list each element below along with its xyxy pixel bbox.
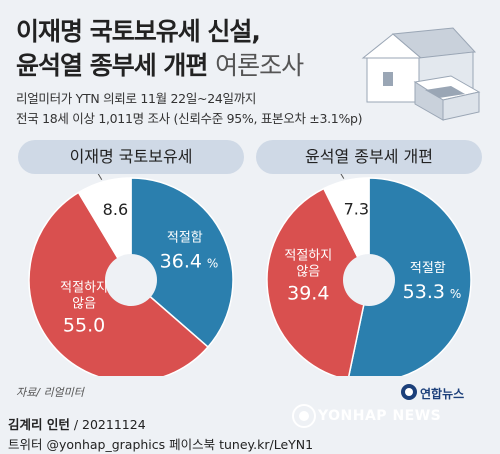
- chart-title-line1: 이재명 국토보유세 신설,: [16, 17, 261, 46]
- value-not-appropriate: 39.4: [287, 283, 329, 305]
- subtitle-line2: 전국 18세 이상 1,011명 조사 (신뢰수준 95%, 표본오차 ±3.1…: [16, 111, 363, 126]
- value-appropriate: 53.3: [403, 281, 445, 303]
- label-not-appropriate-2: 않음: [72, 296, 96, 311]
- yonhap-logo-icon: [401, 384, 417, 400]
- chart-title-line2: 윤석열 종부세 개편 여론조사: [16, 46, 304, 82]
- value-dont-know: 8.6: [103, 200, 128, 219]
- footer-line2: 트위터 @yonhap_graphics 페이스북 tuney.kr/LeYN1: [8, 437, 314, 452]
- chart-title-light: 여론조사: [215, 51, 304, 80]
- agency-logo-text: 연합뉴스: [420, 387, 465, 401]
- label-appropriate: 적절함: [167, 230, 203, 245]
- pie-title-right: 윤석열 종부세 개편: [256, 140, 482, 174]
- value-dont-know: 7.3: [344, 199, 369, 218]
- value-appropriate: 36.4: [160, 250, 202, 272]
- pie-slice-dont-know: [77, 177, 132, 283]
- value-unit-appropriate: %: [207, 256, 218, 270]
- footer-line1: 김계리 인턴 / 20211124: [8, 414, 146, 433]
- pie-slice-not-appropriate: [266, 187, 370, 376]
- watermark-icon: [292, 404, 316, 428]
- footer-author: 김계리 인턴: [8, 417, 70, 432]
- pie-slice-dont-know: [322, 177, 370, 281]
- value-not-appropriate: 55.0: [63, 314, 105, 336]
- watermark-text: YONHAP NEWS: [318, 408, 442, 424]
- label-not-appropriate-2: 않음: [296, 265, 320, 280]
- source-note: 자료/ 리얼미터: [16, 386, 84, 399]
- pie-center-hole: [343, 254, 395, 306]
- label-appropriate: 적절함: [410, 261, 446, 276]
- chart-title-bold: 윤석열 종부세 개편: [16, 51, 208, 80]
- pie-center-hole: [105, 254, 157, 306]
- label-not-appropriate-1: 적절하지: [60, 280, 108, 295]
- pie-slice-appropriate: [130, 177, 234, 349]
- house-icon: [361, 27, 481, 121]
- pie-slice-appropriate: [348, 177, 472, 376]
- pie-title-left: 이재명 국토보유세: [18, 140, 244, 174]
- value-unit-appropriate: %: [450, 287, 461, 301]
- label-not-appropriate-1: 적절하지: [284, 249, 332, 264]
- footer-date: / 20211124: [69, 417, 146, 432]
- subtitle-line1: 리얼미터가 YTN 의뢰로 11월 22일~24일까지: [16, 91, 257, 106]
